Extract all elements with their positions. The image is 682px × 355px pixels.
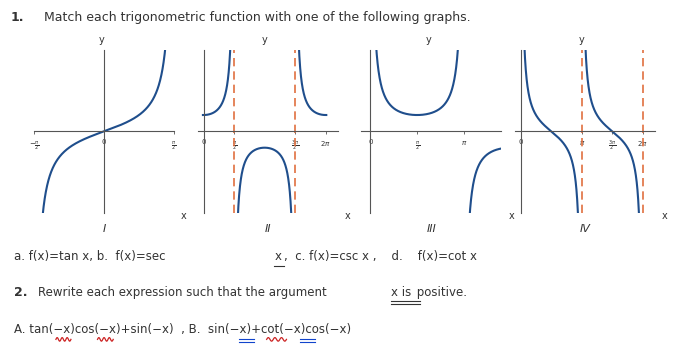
Text: x: x xyxy=(181,211,187,221)
Text: IV: IV xyxy=(580,224,590,234)
Text: y: y xyxy=(98,35,104,45)
Text: Rewrite each expression such that the argument: Rewrite each expression such that the ar… xyxy=(38,286,330,299)
Text: A. tan(−x)cos(−x)+sin(−x)  , B.  sin(−x)+cot(−x)cos(−x): A. tan(−x)cos(−x)+sin(−x) , B. sin(−x)+c… xyxy=(14,323,351,336)
Text: x: x xyxy=(662,211,668,221)
Text: 2.: 2. xyxy=(14,286,27,299)
Text: Match each trigonometric function with one of the following graphs.: Match each trigonometric function with o… xyxy=(44,11,471,24)
Text: 1.: 1. xyxy=(10,11,24,24)
Text: a. f(x)=tan x, b.  f(x)=sec: a. f(x)=tan x, b. f(x)=sec xyxy=(14,250,169,263)
Text: y: y xyxy=(262,35,268,45)
Text: ,  c. f(x)=csc x ,    d.    f(x)=cot x: , c. f(x)=csc x , d. f(x)=cot x xyxy=(284,250,477,263)
Text: x is: x is xyxy=(391,286,412,299)
Text: y: y xyxy=(579,35,585,45)
Text: y: y xyxy=(426,35,432,45)
Text: x: x xyxy=(508,211,514,221)
Text: II: II xyxy=(265,224,271,234)
Text: positive.: positive. xyxy=(413,286,467,299)
Text: III: III xyxy=(426,224,436,234)
Text: x: x xyxy=(344,211,351,221)
Text: x: x xyxy=(274,250,281,263)
Text: I: I xyxy=(102,224,106,234)
